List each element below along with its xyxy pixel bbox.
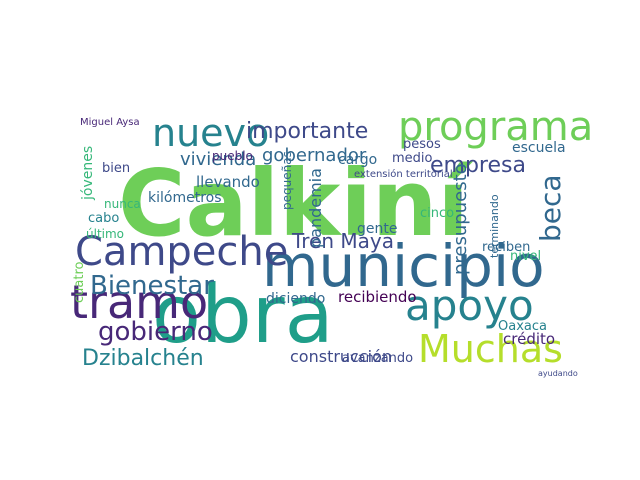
- word: apoyo: [405, 281, 534, 330]
- word: medio: [392, 151, 433, 166]
- word: cabo: [88, 211, 119, 226]
- word: Miguel Aysa: [80, 117, 140, 128]
- word: último: [86, 227, 124, 241]
- word: Bienestar: [90, 271, 214, 301]
- word: cargo: [338, 152, 377, 168]
- word: cinco: [420, 206, 454, 221]
- word: reciben: [482, 240, 530, 255]
- word: programa: [398, 104, 593, 150]
- word: recibiendo: [338, 288, 417, 306]
- word: pandemia: [306, 168, 325, 248]
- word: presupuesto: [450, 163, 471, 275]
- word: beca: [534, 174, 567, 242]
- word: pueblo: [212, 149, 253, 163]
- word: bien: [102, 161, 130, 176]
- word: gobernador: [262, 145, 367, 166]
- word: terminando: [488, 194, 501, 258]
- word: Muchas: [418, 327, 563, 371]
- word: Campeche: [75, 229, 288, 275]
- word: gente: [357, 221, 397, 237]
- word: crédito: [503, 330, 555, 348]
- word: avanzando: [342, 351, 413, 366]
- word: ayudando: [538, 369, 578, 378]
- word: importante: [246, 119, 368, 144]
- word: nivel: [510, 249, 541, 264]
- word: pequeñas: [280, 151, 294, 210]
- word: nuevo: [152, 111, 269, 155]
- word: kilómetros: [148, 190, 222, 206]
- word: Oaxaca: [498, 319, 547, 334]
- word: Tren Maya: [291, 229, 394, 253]
- word: tramo: [70, 275, 208, 329]
- word: vivienda: [180, 149, 256, 170]
- word: pesos: [403, 137, 441, 152]
- word: escuela: [512, 140, 566, 156]
- word: jóvenes: [80, 146, 96, 201]
- word: Calkiní: [118, 150, 473, 257]
- word: gobierno: [98, 317, 213, 347]
- word: llevando: [196, 173, 260, 191]
- word: diciendo: [266, 291, 325, 307]
- word: extensión territorial: [354, 168, 453, 180]
- word: cuatro: [72, 261, 87, 303]
- word: empresa: [430, 153, 526, 178]
- word: construcción: [290, 347, 392, 366]
- word: obra: [152, 268, 334, 361]
- word: nunca: [104, 197, 141, 211]
- word: Dzibalchén: [82, 346, 204, 371]
- word: municipio: [262, 232, 545, 300]
